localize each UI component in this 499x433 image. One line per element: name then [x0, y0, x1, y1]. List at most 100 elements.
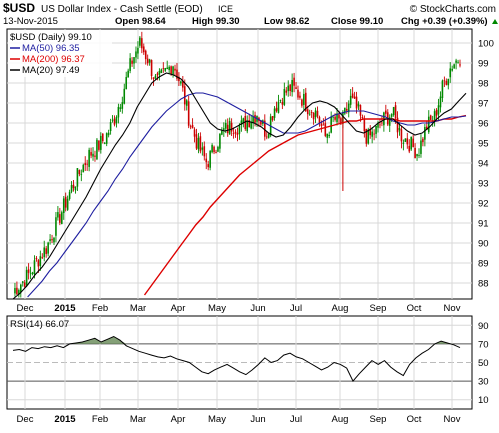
candle-body	[232, 132, 235, 134]
candle-body	[223, 128, 225, 131]
price-x-tick-label: 2015	[54, 303, 76, 314]
candle-body	[287, 85, 290, 92]
candle-body	[59, 214, 61, 223]
candle-body	[20, 284, 22, 293]
price-y-tick-label: 97	[478, 99, 489, 110]
rsi-y-tick-label: 70	[478, 339, 489, 350]
candle-body	[424, 126, 426, 140]
high-value: High 99.30	[192, 16, 240, 27]
candle-body	[29, 273, 32, 275]
price-y-tick-label: 95	[478, 139, 489, 150]
low-value: Low 98.62	[264, 16, 309, 27]
candle-body	[137, 47, 139, 54]
candle-body	[318, 116, 321, 124]
candle-body	[86, 163, 88, 165]
ma20-line	[12, 72, 467, 300]
candle-body	[111, 119, 114, 121]
rsi-y-tick-label: 50	[478, 358, 489, 369]
candle-body	[254, 114, 256, 123]
candle-body	[326, 133, 329, 138]
candle-body	[228, 120, 231, 135]
candle-body	[142, 46, 145, 53]
candle-body	[308, 113, 311, 115]
candle-body	[451, 68, 453, 71]
candle-body	[320, 123, 323, 126]
candle-body	[375, 125, 377, 134]
candle-body	[76, 168, 79, 187]
candle-body	[445, 80, 448, 85]
candle-body	[433, 111, 436, 121]
candle-body	[174, 68, 176, 71]
price-y-axis: 88 89 90 91 92 93 94 95 96 97 98 99 100	[478, 39, 494, 290]
candle-body	[152, 77, 155, 80]
candle-body	[437, 105, 440, 115]
candle-body	[340, 118, 342, 124]
candle-body	[168, 66, 170, 71]
rsi-x-tick-label: Sep	[370, 414, 387, 425]
rsi-x-tick-label: Mar	[130, 414, 146, 425]
rsi-x-tick-label: Jul	[290, 414, 302, 425]
candle-body	[55, 217, 57, 236]
candle-body	[131, 60, 133, 64]
candle-body	[16, 287, 18, 295]
candle-body	[297, 89, 299, 98]
candle-body	[148, 59, 151, 63]
rsi-x-tick-label: Aug	[332, 414, 349, 425]
legend-main: $USD (Daily) 99.10	[10, 32, 92, 43]
candle-body	[23, 282, 26, 287]
candle-body	[416, 154, 418, 157]
candle-body	[219, 133, 221, 149]
candle-body	[14, 288, 16, 294]
legend-ma20: MA(20) 97.49	[22, 65, 80, 76]
candle-body	[267, 133, 270, 138]
price-y-tick-label: 100	[478, 39, 494, 50]
legend-background	[8, 30, 112, 77]
candle-body	[60, 212, 63, 224]
candle-body	[260, 120, 262, 125]
candle-body	[127, 70, 129, 78]
candle-body	[404, 138, 407, 142]
close-value: Close 99.10	[331, 16, 383, 27]
candle-body	[418, 155, 420, 156]
candle-body	[62, 198, 65, 214]
symbol-label: $USD	[3, 1, 35, 15]
candle-body	[101, 133, 104, 142]
candle-body	[299, 95, 301, 98]
candle-body	[144, 50, 147, 60]
candle-body	[226, 124, 229, 134]
rsi-gridlines	[7, 316, 472, 409]
candle-body	[236, 132, 239, 135]
candle-body	[119, 107, 122, 109]
candle-body	[447, 78, 450, 86]
rsi-y-tick-label: 90	[478, 321, 489, 332]
price-x-tick-label: Feb	[92, 303, 108, 314]
candle-body	[324, 123, 327, 136]
candle-body	[201, 147, 204, 150]
candle-body	[441, 80, 444, 98]
price-y-tick-label: 90	[478, 239, 489, 250]
price-x-tick-label: Mar	[130, 303, 146, 314]
candle-body	[207, 164, 209, 168]
candle-body	[252, 116, 254, 124]
price-x-tick-label: Jul	[290, 303, 302, 314]
candle-body	[37, 260, 40, 267]
price-y-tick-label: 89	[478, 259, 489, 270]
candle-body	[217, 147, 219, 152]
candle-body	[182, 81, 184, 88]
candle-body	[379, 124, 381, 126]
candle-body	[371, 131, 373, 137]
candle-body	[303, 93, 305, 105]
price-y-tick-label: 93	[478, 179, 489, 190]
price-x-tick-label: Sep	[370, 303, 387, 314]
rsi-x-tick-label: Dec	[17, 414, 34, 425]
candle-body	[351, 93, 354, 98]
rsi-x-tick-label: 2015	[54, 414, 76, 425]
candle-body	[359, 105, 362, 116]
candle-body	[121, 102, 124, 109]
candle-body	[289, 84, 291, 92]
price-y-tick-label: 92	[478, 199, 489, 210]
date-label: 13-Nov-2015	[3, 16, 58, 27]
rsi-y-axis: 10 30 50 70 90	[478, 321, 489, 406]
rsi-x-tick-label: Feb	[92, 414, 108, 425]
